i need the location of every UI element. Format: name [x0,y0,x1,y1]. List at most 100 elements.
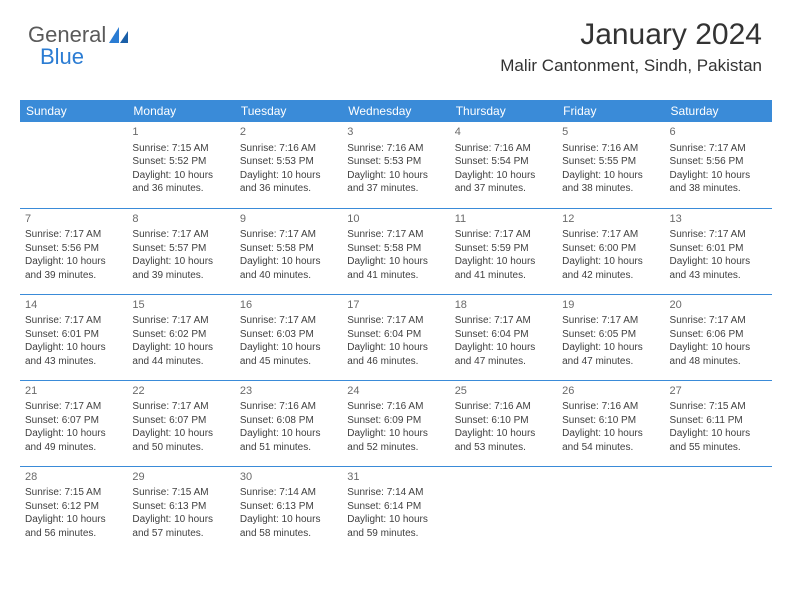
cell-daylight2: and 47 minutes. [562,355,659,369]
cell-sunset: Sunset: 5:53 PM [347,155,444,169]
cell-daylight1: Daylight: 10 hours [240,169,337,183]
day-number: 22 [132,384,229,399]
cell-sunset: Sunset: 6:10 PM [562,414,659,428]
cell-daylight2: and 48 minutes. [670,355,767,369]
calendar-week-row: 7Sunrise: 7:17 AMSunset: 5:56 PMDaylight… [20,208,772,294]
cell-sunrise: Sunrise: 7:17 AM [455,228,552,242]
calendar-table: Sunday Monday Tuesday Wednesday Thursday… [20,100,772,552]
cell-sunrise: Sunrise: 7:14 AM [347,486,444,500]
day-number: 6 [670,125,767,140]
cell-sunset: Sunset: 6:07 PM [132,414,229,428]
weekday-header-row: Sunday Monday Tuesday Wednesday Thursday… [20,100,772,122]
calendar-cell [450,466,557,552]
day-number: 4 [455,125,552,140]
cell-daylight2: and 51 minutes. [240,441,337,455]
cell-daylight1: Daylight: 10 hours [240,427,337,441]
day-number: 21 [25,384,122,399]
cell-sunset: Sunset: 5:56 PM [670,155,767,169]
weekday-header: Monday [127,100,234,122]
cell-sunrise: Sunrise: 7:17 AM [240,228,337,242]
calendar-cell: 12Sunrise: 7:17 AMSunset: 6:00 PMDayligh… [557,208,664,294]
cell-sunset: Sunset: 6:04 PM [455,328,552,342]
cell-sunrise: Sunrise: 7:17 AM [670,142,767,156]
cell-sunrise: Sunrise: 7:17 AM [25,314,122,328]
calendar-cell: 14Sunrise: 7:17 AMSunset: 6:01 PMDayligh… [20,294,127,380]
day-number: 29 [132,470,229,485]
logo-text-blue: Blue [40,44,84,70]
day-number: 11 [455,212,552,227]
day-number: 15 [132,298,229,313]
calendar-cell: 22Sunrise: 7:17 AMSunset: 6:07 PMDayligh… [127,380,234,466]
calendar-cell: 26Sunrise: 7:16 AMSunset: 6:10 PMDayligh… [557,380,664,466]
logo-sail-icon [108,26,130,44]
cell-daylight1: Daylight: 10 hours [25,427,122,441]
cell-daylight2: and 46 minutes. [347,355,444,369]
calendar-cell: 31Sunrise: 7:14 AMSunset: 6:14 PMDayligh… [342,466,449,552]
cell-daylight2: and 43 minutes. [25,355,122,369]
cell-daylight1: Daylight: 10 hours [347,255,444,269]
cell-sunrise: Sunrise: 7:16 AM [347,400,444,414]
cell-sunset: Sunset: 5:55 PM [562,155,659,169]
weekday-header: Sunday [20,100,127,122]
cell-sunrise: Sunrise: 7:16 AM [562,400,659,414]
day-number: 14 [25,298,122,313]
cell-daylight1: Daylight: 10 hours [347,169,444,183]
calendar-cell: 3Sunrise: 7:16 AMSunset: 5:53 PMDaylight… [342,122,449,208]
cell-sunrise: Sunrise: 7:17 AM [670,228,767,242]
cell-daylight2: and 37 minutes. [455,182,552,196]
cell-daylight1: Daylight: 10 hours [132,169,229,183]
header: January 2024 Malir Cantonment, Sindh, Pa… [500,18,762,76]
calendar-week-row: 21Sunrise: 7:17 AMSunset: 6:07 PMDayligh… [20,380,772,466]
calendar-cell [557,466,664,552]
day-number: 10 [347,212,444,227]
day-number: 18 [455,298,552,313]
cell-daylight1: Daylight: 10 hours [562,169,659,183]
day-number: 25 [455,384,552,399]
cell-daylight1: Daylight: 10 hours [455,255,552,269]
calendar-cell: 6Sunrise: 7:17 AMSunset: 5:56 PMDaylight… [665,122,772,208]
cell-sunset: Sunset: 6:14 PM [347,500,444,514]
cell-sunrise: Sunrise: 7:17 AM [240,314,337,328]
cell-daylight1: Daylight: 10 hours [562,341,659,355]
cell-daylight1: Daylight: 10 hours [670,341,767,355]
day-number: 27 [670,384,767,399]
cell-sunrise: Sunrise: 7:17 AM [132,228,229,242]
cell-sunrise: Sunrise: 7:15 AM [670,400,767,414]
cell-daylight2: and 41 minutes. [455,269,552,283]
weekday-header: Thursday [450,100,557,122]
calendar-week-row: 1Sunrise: 7:15 AMSunset: 5:52 PMDaylight… [20,122,772,208]
calendar-week-row: 28Sunrise: 7:15 AMSunset: 6:12 PMDayligh… [20,466,772,552]
day-number: 19 [562,298,659,313]
cell-sunrise: Sunrise: 7:16 AM [562,142,659,156]
cell-sunrise: Sunrise: 7:17 AM [670,314,767,328]
cell-sunset: Sunset: 6:13 PM [132,500,229,514]
calendar-cell: 5Sunrise: 7:16 AMSunset: 5:55 PMDaylight… [557,122,664,208]
day-number: 26 [562,384,659,399]
day-number: 17 [347,298,444,313]
cell-sunrise: Sunrise: 7:16 AM [240,400,337,414]
calendar-cell: 21Sunrise: 7:17 AMSunset: 6:07 PMDayligh… [20,380,127,466]
cell-sunset: Sunset: 5:52 PM [132,155,229,169]
cell-daylight2: and 43 minutes. [670,269,767,283]
cell-daylight1: Daylight: 10 hours [347,341,444,355]
cell-sunset: Sunset: 5:58 PM [347,242,444,256]
cell-sunset: Sunset: 6:06 PM [670,328,767,342]
cell-daylight1: Daylight: 10 hours [132,427,229,441]
cell-daylight2: and 56 minutes. [25,527,122,541]
calendar-cell: 11Sunrise: 7:17 AMSunset: 5:59 PMDayligh… [450,208,557,294]
cell-sunset: Sunset: 6:09 PM [347,414,444,428]
calendar-cell: 27Sunrise: 7:15 AMSunset: 6:11 PMDayligh… [665,380,772,466]
calendar-cell: 13Sunrise: 7:17 AMSunset: 6:01 PMDayligh… [665,208,772,294]
weekday-header: Tuesday [235,100,342,122]
cell-sunset: Sunset: 6:05 PM [562,328,659,342]
day-number: 7 [25,212,122,227]
cell-daylight2: and 55 minutes. [670,441,767,455]
day-number: 3 [347,125,444,140]
cell-daylight2: and 47 minutes. [455,355,552,369]
day-number: 12 [562,212,659,227]
day-number: 28 [25,470,122,485]
day-number: 1 [132,125,229,140]
cell-daylight2: and 36 minutes. [132,182,229,196]
weekday-header: Wednesday [342,100,449,122]
cell-daylight2: and 50 minutes. [132,441,229,455]
